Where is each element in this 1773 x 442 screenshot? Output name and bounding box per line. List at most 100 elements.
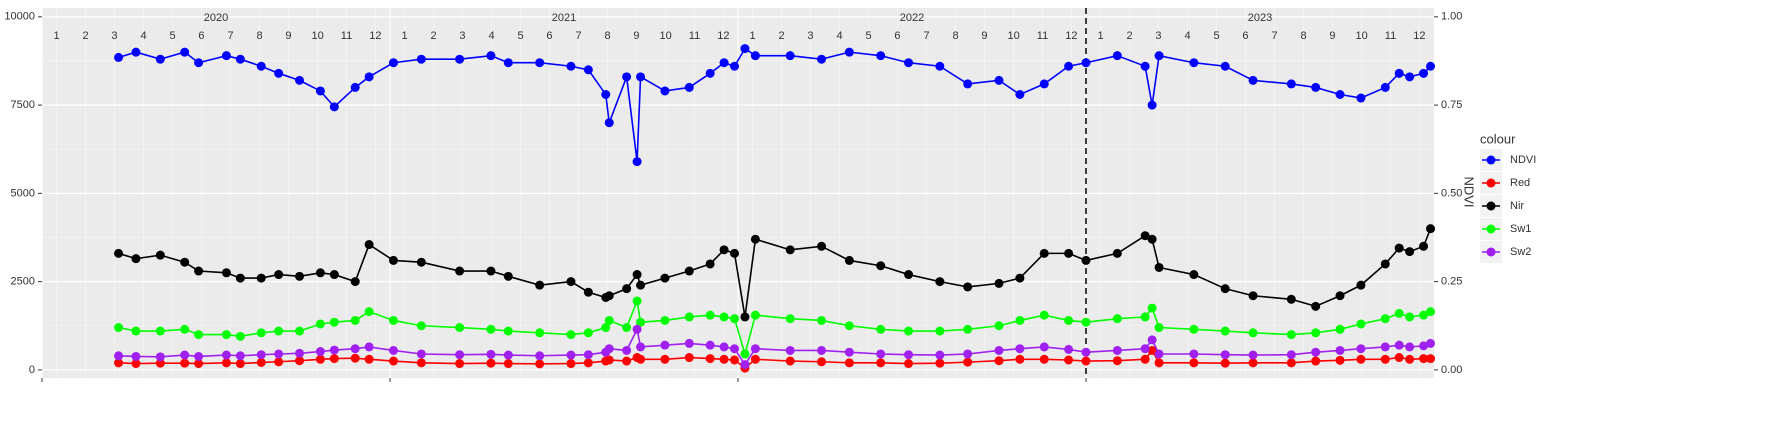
data-point (1248, 350, 1258, 360)
data-point (388, 345, 398, 355)
data-point (455, 266, 465, 276)
month-label: 2 (778, 30, 784, 42)
legend-key-point (1486, 178, 1496, 188)
data-point (636, 342, 646, 352)
data-point (1405, 312, 1415, 322)
data-point (1112, 51, 1122, 61)
data-point (1147, 234, 1157, 244)
y-tick-label: 5000 (11, 187, 35, 199)
data-point (750, 51, 760, 61)
data-point (705, 310, 715, 320)
data-point (364, 342, 374, 352)
legend-label: Sw2 (1510, 246, 1531, 258)
data-point (350, 353, 360, 363)
data-point (1394, 353, 1404, 363)
data-point (1394, 340, 1404, 350)
data-point (1426, 224, 1436, 234)
data-point (1426, 307, 1436, 317)
data-point (535, 359, 545, 369)
data-point (1426, 338, 1436, 348)
data-point (1356, 319, 1366, 329)
data-point (180, 358, 190, 368)
data-point (817, 345, 827, 355)
data-point (329, 317, 339, 327)
data-point (583, 328, 593, 338)
legend-key-point (1486, 247, 1496, 257)
data-point (486, 349, 496, 359)
data-point (1419, 241, 1429, 251)
data-point (1140, 354, 1150, 364)
data-point (503, 271, 513, 281)
y-tick-label: 7500 (11, 99, 35, 111)
data-point (1426, 61, 1436, 71)
month-label: 3 (459, 30, 465, 42)
data-point (750, 344, 760, 354)
data-point (1286, 294, 1296, 304)
data-point (604, 315, 614, 325)
data-point (388, 315, 398, 325)
data-point (935, 61, 945, 71)
data-point (535, 351, 545, 361)
legend-key-point (1486, 224, 1496, 234)
data-point (963, 349, 973, 359)
data-point (1311, 82, 1321, 92)
data-point (1405, 342, 1415, 352)
month-label: 8 (256, 30, 262, 42)
data-point (1405, 247, 1415, 257)
data-point (1189, 324, 1199, 334)
data-point (876, 349, 886, 359)
data-point (1311, 301, 1321, 311)
data-point (114, 358, 124, 368)
month-label: 12 (1065, 30, 1077, 42)
data-point (221, 330, 231, 340)
data-point (817, 315, 827, 325)
month-label: 11 (1385, 30, 1396, 42)
data-point (1419, 310, 1429, 320)
data-point (583, 287, 593, 297)
data-point (256, 273, 266, 283)
month-label: 7 (228, 30, 234, 42)
legend-title: colour (1480, 131, 1516, 146)
data-point (503, 58, 513, 68)
data-point (904, 359, 914, 369)
data-point (684, 266, 694, 276)
data-point (131, 47, 141, 57)
year-label: 2021 (552, 12, 576, 24)
data-point (660, 354, 670, 364)
data-point (350, 344, 360, 354)
data-point (1286, 330, 1296, 340)
data-point (719, 58, 729, 68)
data-point (1112, 314, 1122, 324)
data-point (1356, 354, 1366, 364)
data-point (636, 72, 646, 82)
data-point (274, 68, 284, 78)
data-point (1248, 75, 1258, 85)
data-point (994, 356, 1004, 366)
month-label: 1 (1098, 30, 1104, 42)
data-point (416, 257, 426, 267)
data-point (817, 357, 827, 367)
data-point (256, 328, 266, 338)
legend-label: Sw1 (1510, 223, 1531, 235)
data-point (632, 270, 642, 280)
data-point (660, 273, 670, 283)
year-label: 2020 (204, 12, 228, 24)
data-point (1015, 354, 1025, 364)
data-point (256, 350, 266, 360)
data-point (1015, 315, 1025, 325)
data-point (1220, 61, 1230, 71)
data-point (1112, 356, 1122, 366)
data-point (1356, 93, 1366, 103)
data-point (604, 344, 614, 354)
data-point (636, 354, 646, 364)
data-point (684, 312, 694, 322)
data-point (1220, 350, 1230, 360)
data-point (455, 54, 465, 64)
data-point (455, 350, 465, 360)
data-point (622, 356, 632, 366)
data-point (785, 314, 795, 324)
data-point (274, 357, 284, 367)
data-point (660, 315, 670, 325)
data-point (315, 86, 325, 96)
data-point (350, 82, 360, 92)
